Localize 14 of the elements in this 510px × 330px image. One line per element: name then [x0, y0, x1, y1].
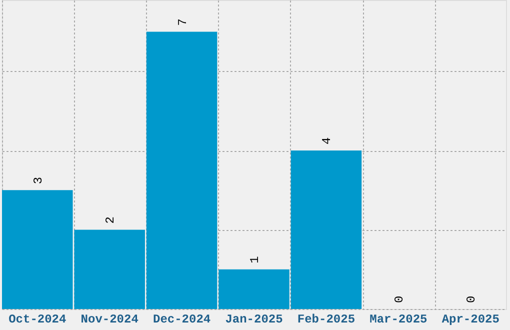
data-label: 0	[392, 296, 406, 303]
x-tick-label: Dec-2024	[152, 312, 211, 326]
x-tick-label: Oct-2024	[8, 312, 66, 326]
x-tick-label: Apr-2025	[442, 312, 500, 326]
data-label: 0	[464, 296, 479, 303]
data-label: 3	[31, 176, 46, 184]
data-label: 2	[104, 216, 118, 224]
data-label: 1	[248, 256, 262, 264]
data-label: 4	[320, 137, 334, 145]
x-tick-label: Jan-2025	[225, 312, 283, 326]
x-tick-label: Nov-2024	[80, 312, 138, 326]
x-tick-label: Mar-2025	[370, 312, 428, 326]
x-tick-label: Feb-2025	[297, 312, 356, 326]
data-label: 7	[176, 18, 190, 26]
